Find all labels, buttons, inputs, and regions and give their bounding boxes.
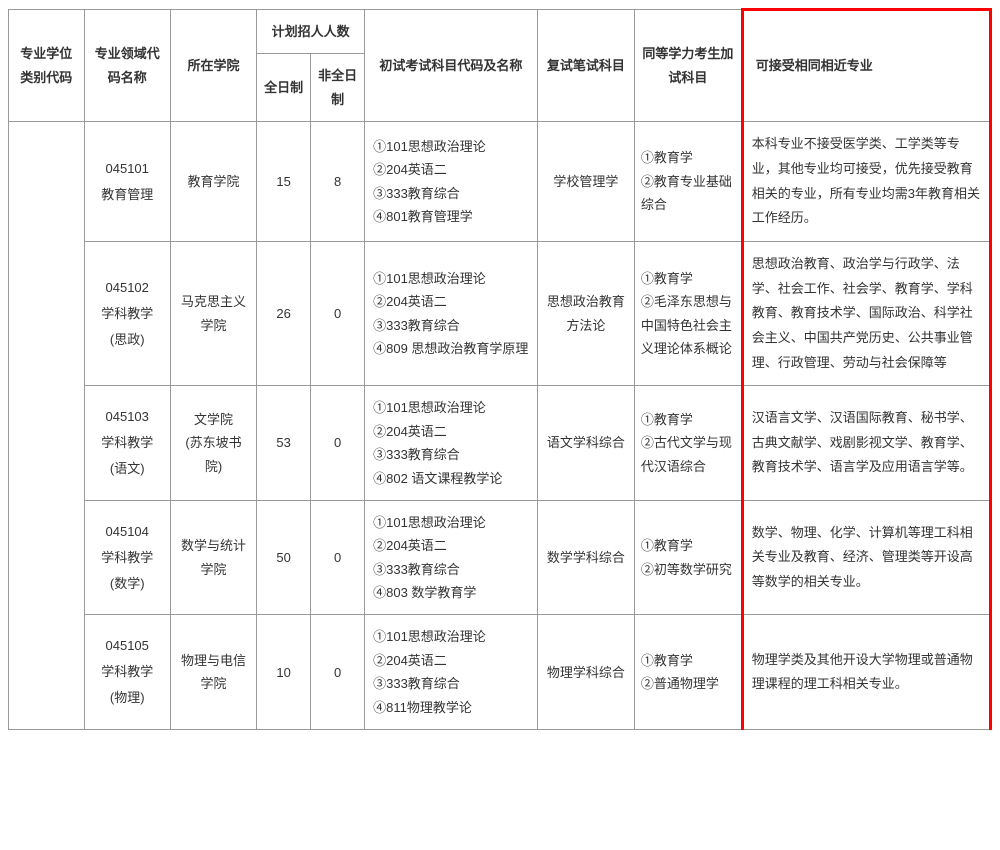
- admissions-table: 专业学位类别代码 专业领域代码名称 所在学院 计划招人人数 初试考试科目代码及名…: [8, 8, 992, 730]
- table-row: 045104学科教学(数学)数学与统计学院500①101思想政治理论②204英语…: [9, 500, 991, 615]
- exam-cell: ①101思想政治理论②204英语二③333教育综合④809 思想政治教育学原理: [365, 241, 538, 385]
- college-cell: 教育学院: [170, 122, 256, 242]
- fushi-cell: 物理学科综合: [537, 615, 634, 730]
- exam-cell: ①101思想政治理论②204英语二③333教育综合④802 语文课程教学论: [365, 386, 538, 501]
- header-parttime: 非全日制: [311, 54, 365, 122]
- fulltime-cell: 53: [257, 386, 311, 501]
- table-row: 045102学科教学(思政)马克思主义学院260①101思想政治理论②204英语…: [9, 241, 991, 385]
- major-cell: 045104学科教学(数学): [84, 500, 170, 615]
- fushi-cell: 思想政治教育方法论: [537, 241, 634, 385]
- table-row: 045105学科教学(物理)物理与电信学院100①101思想政治理论②204英语…: [9, 615, 991, 730]
- jiashi-cell: ①教育学②教育专业基础综合: [634, 122, 742, 242]
- header-college: 所在学院: [170, 10, 256, 122]
- major-cell: 045105学科教学(物理): [84, 615, 170, 730]
- header-major-code: 专业领域代码名称: [84, 10, 170, 122]
- fushi-cell: 语文学科综合: [537, 386, 634, 501]
- parttime-cell: 8: [311, 122, 365, 242]
- header-row-1: 专业学位类别代码 专业领域代码名称 所在学院 计划招人人数 初试考试科目代码及名…: [9, 10, 991, 54]
- header-jiashi: 同等学力考生加试科目: [634, 10, 742, 122]
- college-cell: 数学与统计学院: [170, 500, 256, 615]
- category-code-cell: [9, 122, 85, 730]
- fulltime-cell: 50: [257, 500, 311, 615]
- header-fulltime: 全日制: [257, 54, 311, 122]
- jiashi-cell: ①教育学②毛泽东思想与中国特色社会主义理论体系概论: [634, 241, 742, 385]
- header-category-code: 专业学位类别代码: [9, 10, 85, 122]
- jiashi-cell: ①教育学②普通物理学: [634, 615, 742, 730]
- fushi-cell: 学校管理学: [537, 122, 634, 242]
- jiashi-cell: ①教育学②初等数学研究: [634, 500, 742, 615]
- fulltime-cell: 15: [257, 122, 311, 242]
- parttime-cell: 0: [311, 386, 365, 501]
- exam-cell: ①101思想政治理论②204英语二③333教育综合④811物理教学论: [365, 615, 538, 730]
- college-cell: 物理与电信学院: [170, 615, 256, 730]
- header-fushi: 复试笔试科目: [537, 10, 634, 122]
- header-plan: 计划招人人数: [257, 10, 365, 54]
- jieshou-cell: 汉语言文学、汉语国际教育、秘书学、古典文献学、戏剧影视文学、教育学、教育技术学、…: [742, 386, 990, 501]
- fulltime-cell: 10: [257, 615, 311, 730]
- header-exam: 初试考试科目代码及名称: [365, 10, 538, 122]
- exam-cell: ①101思想政治理论②204英语二③333教育综合④801教育管理学: [365, 122, 538, 242]
- college-cell: 马克思主义学院: [170, 241, 256, 385]
- jieshou-cell: 物理学类及其他开设大学物理或普通物理课程的理工科相关专业。: [742, 615, 990, 730]
- exam-cell: ①101思想政治理论②204英语二③333教育综合④803 数学教育学: [365, 500, 538, 615]
- major-cell: 045102学科教学(思政): [84, 241, 170, 385]
- parttime-cell: 0: [311, 241, 365, 385]
- fulltime-cell: 26: [257, 241, 311, 385]
- fushi-cell: 数学学科综合: [537, 500, 634, 615]
- major-cell: 045101教育管理: [84, 122, 170, 242]
- table-row: 045103学科教学(语文)文学院(苏东坡书院)530①101思想政治理论②20…: [9, 386, 991, 501]
- major-cell: 045103学科教学(语文): [84, 386, 170, 501]
- table-row: 045101教育管理教育学院158①101思想政治理论②204英语二③333教育…: [9, 122, 991, 242]
- header-jieshou: 可接受相同相近专业: [742, 10, 990, 122]
- college-cell: 文学院(苏东坡书院): [170, 386, 256, 501]
- jieshou-cell: 思想政治教育、政治学与行政学、法学、社会工作、社会学、教育学、学科教育、教育技术…: [742, 241, 990, 385]
- parttime-cell: 0: [311, 615, 365, 730]
- parttime-cell: 0: [311, 500, 365, 615]
- jieshou-cell: 本科专业不接受医学类、工学类等专业，其他专业均可接受，优先接受教育相关的专业，所…: [742, 122, 990, 242]
- jieshou-cell: 数学、物理、化学、计算机等理工科相关专业及教育、经济、管理类等开设高等数学的相关…: [742, 500, 990, 615]
- jiashi-cell: ①教育学②古代文学与现代汉语综合: [634, 386, 742, 501]
